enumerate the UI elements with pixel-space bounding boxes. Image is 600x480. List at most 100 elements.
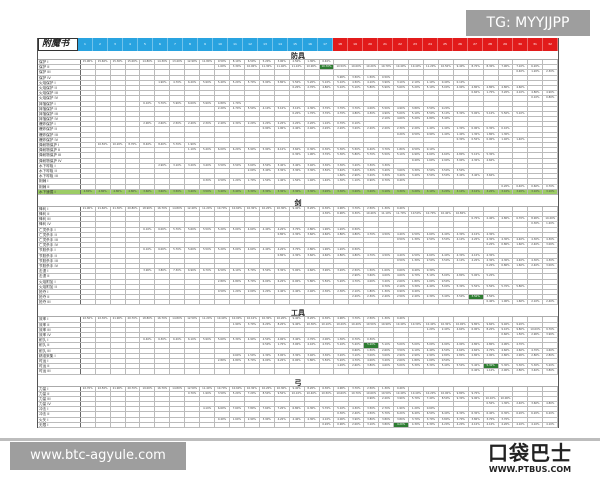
- table-cell[interactable]: [155, 148, 171, 153]
- table-cell[interactable]: 0.70%: [349, 338, 365, 343]
- table-cell[interactable]: 3.70%: [484, 417, 499, 422]
- table-cell[interactable]: [260, 300, 275, 305]
- table-cell[interactable]: [454, 227, 469, 232]
- table-cell[interactable]: [305, 396, 320, 402]
- table-cell[interactable]: [140, 422, 156, 427]
- table-cell[interactable]: [140, 402, 156, 407]
- table-cell[interactable]: 2.80%: [513, 369, 529, 374]
- table-cell[interactable]: [170, 75, 186, 80]
- table-cell[interactable]: 0.60%: [499, 333, 514, 338]
- table-cell[interactable]: [96, 174, 111, 179]
- table-cell[interactable]: 3.50%: [424, 106, 439, 111]
- table-cell[interactable]: [499, 227, 514, 232]
- table-cell[interactable]: 3.20%: [364, 189, 380, 194]
- table-cell[interactable]: 5.30%: [499, 364, 514, 369]
- table-cell[interactable]: [126, 179, 141, 184]
- table-cell[interactable]: 4.10%: [454, 258, 469, 263]
- table-cell[interactable]: 1.40%: [275, 179, 290, 184]
- table-cell[interactable]: [126, 327, 141, 332]
- table-cell[interactable]: [499, 122, 514, 127]
- table-cell[interactable]: 7.20%: [245, 391, 260, 396]
- table-cell[interactable]: [245, 343, 260, 348]
- table-cell[interactable]: [81, 396, 96, 402]
- table-cell[interactable]: [96, 338, 111, 343]
- table-cell[interactable]: [200, 364, 216, 369]
- table-cell[interactable]: 2.10%: [394, 284, 410, 289]
- table-cell[interactable]: [170, 111, 186, 117]
- table-cell[interactable]: [260, 217, 275, 222]
- table-cell[interactable]: [96, 353, 111, 358]
- table-cell[interactable]: [528, 122, 544, 127]
- table-cell[interactable]: [140, 174, 156, 179]
- table-cell[interactable]: [513, 106, 529, 111]
- table-cell[interactable]: [185, 417, 201, 422]
- table-cell[interactable]: 4.80%: [349, 111, 365, 117]
- table-cell[interactable]: [185, 158, 201, 163]
- table-cell[interactable]: [528, 85, 544, 91]
- table-cell[interactable]: [439, 143, 454, 148]
- table-cell[interactable]: 4.80%: [454, 153, 469, 158]
- table-cell[interactable]: [320, 284, 335, 289]
- table-cell[interactable]: [245, 132, 260, 137]
- table-cell[interactable]: [81, 163, 96, 168]
- table-cell[interactable]: [364, 96, 380, 101]
- table-cell[interactable]: 3.60%: [364, 274, 380, 279]
- table-cell[interactable]: [454, 279, 469, 284]
- table-cell[interactable]: [290, 158, 305, 163]
- table-cell[interactable]: [543, 143, 558, 148]
- table-cell[interactable]: [290, 263, 305, 269]
- table-cell[interactable]: 2.90%: [528, 333, 544, 338]
- table-cell[interactable]: [185, 358, 201, 364]
- table-cell[interactable]: [200, 75, 216, 80]
- table-cell[interactable]: 2.40%: [528, 263, 544, 269]
- table-cell[interactable]: [111, 269, 126, 274]
- table-cell[interactable]: 8.40%: [140, 143, 156, 148]
- table-cell[interactable]: 3.30%: [275, 189, 290, 194]
- table-cell[interactable]: [305, 143, 320, 148]
- table-cell[interactable]: 2.10%: [349, 289, 365, 295]
- table-cell[interactable]: [111, 85, 126, 91]
- table-cell[interactable]: [484, 70, 499, 75]
- table-cell[interactable]: [364, 258, 380, 263]
- table-cell[interactable]: [424, 248, 439, 253]
- table-cell[interactable]: [230, 212, 245, 217]
- table-cell[interactable]: [126, 238, 141, 243]
- table-cell[interactable]: 0.30%: [484, 127, 499, 132]
- table-cell[interactable]: [155, 369, 171, 374]
- table-cell[interactable]: 4.10%: [513, 91, 529, 96]
- table-cell[interactable]: 4.10%: [454, 238, 469, 243]
- table-cell[interactable]: [469, 289, 484, 295]
- table-cell[interactable]: [275, 132, 290, 137]
- table-cell[interactable]: [499, 407, 514, 412]
- table-cell[interactable]: [96, 253, 111, 258]
- table-cell[interactable]: 3.40%: [305, 353, 320, 358]
- table-cell[interactable]: 10.00%: [245, 65, 260, 70]
- table-cell[interactable]: [543, 253, 558, 258]
- table-cell[interactable]: 4.20%: [275, 227, 290, 232]
- table-cell[interactable]: 2.90%: [439, 158, 454, 163]
- table-cell[interactable]: [111, 422, 126, 427]
- table-cell[interactable]: [543, 358, 558, 364]
- table-cell[interactable]: 0.40%: [409, 158, 424, 163]
- table-cell[interactable]: [185, 65, 201, 70]
- table-cell[interactable]: [334, 70, 350, 75]
- table-cell[interactable]: 5.10%: [320, 80, 335, 85]
- table-cell[interactable]: [111, 101, 126, 106]
- table-cell[interactable]: [215, 327, 230, 332]
- table-cell[interactable]: [245, 75, 260, 80]
- table-cell[interactable]: 4.80%: [334, 232, 350, 237]
- table-cell[interactable]: 4.60%: [245, 248, 260, 253]
- table-cell[interactable]: [96, 248, 111, 253]
- table-cell[interactable]: [96, 417, 111, 422]
- table-cell[interactable]: 6.90%: [185, 269, 201, 274]
- table-cell[interactable]: [484, 317, 499, 322]
- table-cell[interactable]: 5.40%: [439, 117, 454, 122]
- table-cell[interactable]: [499, 75, 514, 80]
- table-cell[interactable]: [126, 412, 141, 417]
- table-cell[interactable]: [379, 248, 395, 253]
- table-cell[interactable]: 7.20%: [275, 407, 290, 412]
- table-cell[interactable]: [155, 243, 171, 248]
- table-cell[interactable]: [215, 258, 230, 263]
- table-cell[interactable]: 2.40%: [513, 402, 529, 407]
- table-cell[interactable]: [140, 396, 156, 402]
